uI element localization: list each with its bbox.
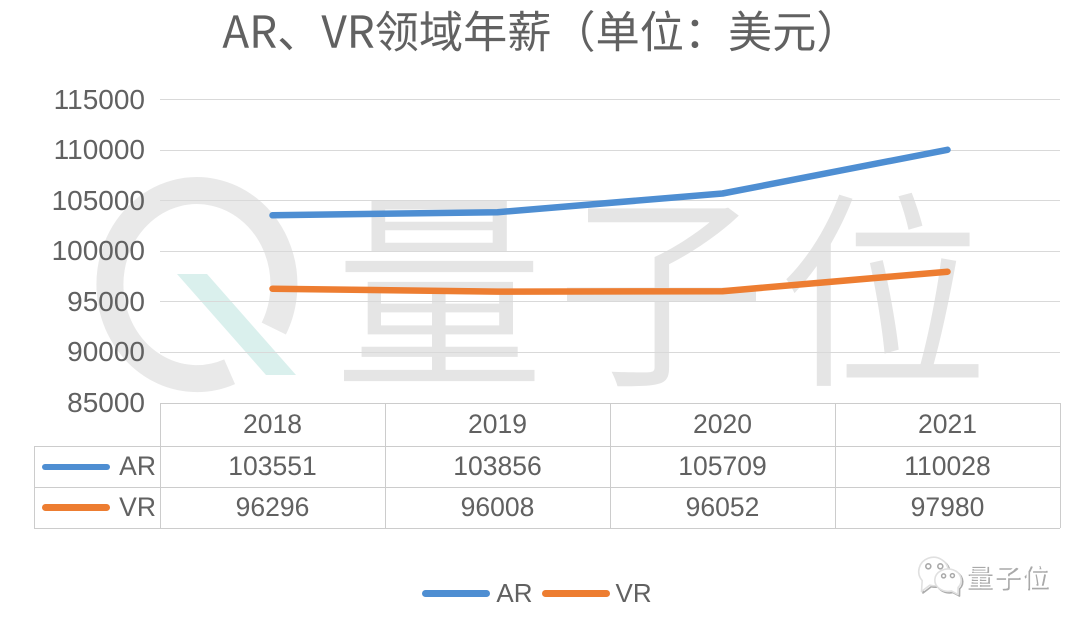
y-axis-label: 85000 bbox=[67, 387, 145, 418]
table-header-year: 2018 bbox=[243, 409, 302, 440]
table-row-label-text: AR bbox=[119, 451, 156, 482]
table-header-year: 2021 bbox=[918, 409, 977, 440]
y-axis-label: 110000 bbox=[53, 134, 145, 166]
legend-key-ar bbox=[42, 463, 110, 471]
table-cell-value: 96052 bbox=[685, 492, 760, 523]
table-cell-value: 103856 bbox=[453, 451, 542, 482]
table-row-label: VR bbox=[34, 487, 156, 528]
qbitai-q-logo-icon bbox=[96, 177, 298, 392]
y-axis-label: 95000 bbox=[67, 285, 145, 317]
y-axis-label: 115000 bbox=[53, 83, 145, 115]
wechat-bubbles-icon bbox=[917, 556, 963, 596]
legend-label-vr: VR bbox=[615, 578, 652, 608]
series-line-vr bbox=[269, 268, 951, 295]
y-gridline bbox=[160, 99, 1060, 100]
y-axis-label: 100000 bbox=[51, 235, 145, 267]
brand-text bbox=[967, 564, 1048, 589]
table-border-left bbox=[33, 446, 35, 528]
table-cell-value: 103551 bbox=[228, 451, 317, 482]
y-gridline bbox=[160, 301, 1060, 303]
y-axis-label: 105000 bbox=[51, 184, 145, 216]
y-gridline bbox=[160, 250, 1060, 252]
table-border-row bbox=[34, 486, 1060, 488]
legend: AR VR bbox=[0, 578, 1074, 609]
table-header-year: 2019 bbox=[468, 409, 527, 440]
q-ring bbox=[96, 177, 298, 392]
table-border-col bbox=[834, 403, 836, 528]
table-cell-value: 97980 bbox=[910, 492, 985, 523]
table-cell-value: 110028 bbox=[904, 451, 991, 482]
legend-swatch-ar bbox=[422, 590, 491, 597]
legend-swatch-vr bbox=[541, 590, 610, 597]
table-cell-value: 96296 bbox=[235, 492, 310, 523]
chart-title bbox=[222, 10, 830, 52]
brand-logo bbox=[917, 556, 1049, 597]
table-row-label-text: VR bbox=[119, 492, 156, 523]
table-cell-value: 105709 bbox=[678, 451, 767, 482]
table-border-col bbox=[1059, 403, 1061, 528]
table-border-bottom bbox=[34, 527, 1060, 529]
table-header-year: 2020 bbox=[693, 409, 752, 440]
table-border-col bbox=[609, 403, 611, 528]
table-cell-value: 96008 bbox=[460, 492, 535, 523]
legend-label-ar: AR bbox=[496, 578, 533, 608]
series-line-ar bbox=[269, 146, 951, 219]
table-border-col bbox=[159, 403, 161, 528]
table-border-row bbox=[34, 445, 1060, 447]
y-gridline bbox=[160, 149, 1060, 151]
y-gridline bbox=[160, 351, 1060, 353]
chart-title-text bbox=[222, 10, 830, 52]
y-axis-label: 90000 bbox=[67, 336, 145, 368]
legend-key-vr bbox=[42, 504, 110, 511]
table-row-label: AR bbox=[34, 446, 156, 487]
q-slash bbox=[177, 274, 296, 375]
table-border-col bbox=[384, 403, 386, 528]
